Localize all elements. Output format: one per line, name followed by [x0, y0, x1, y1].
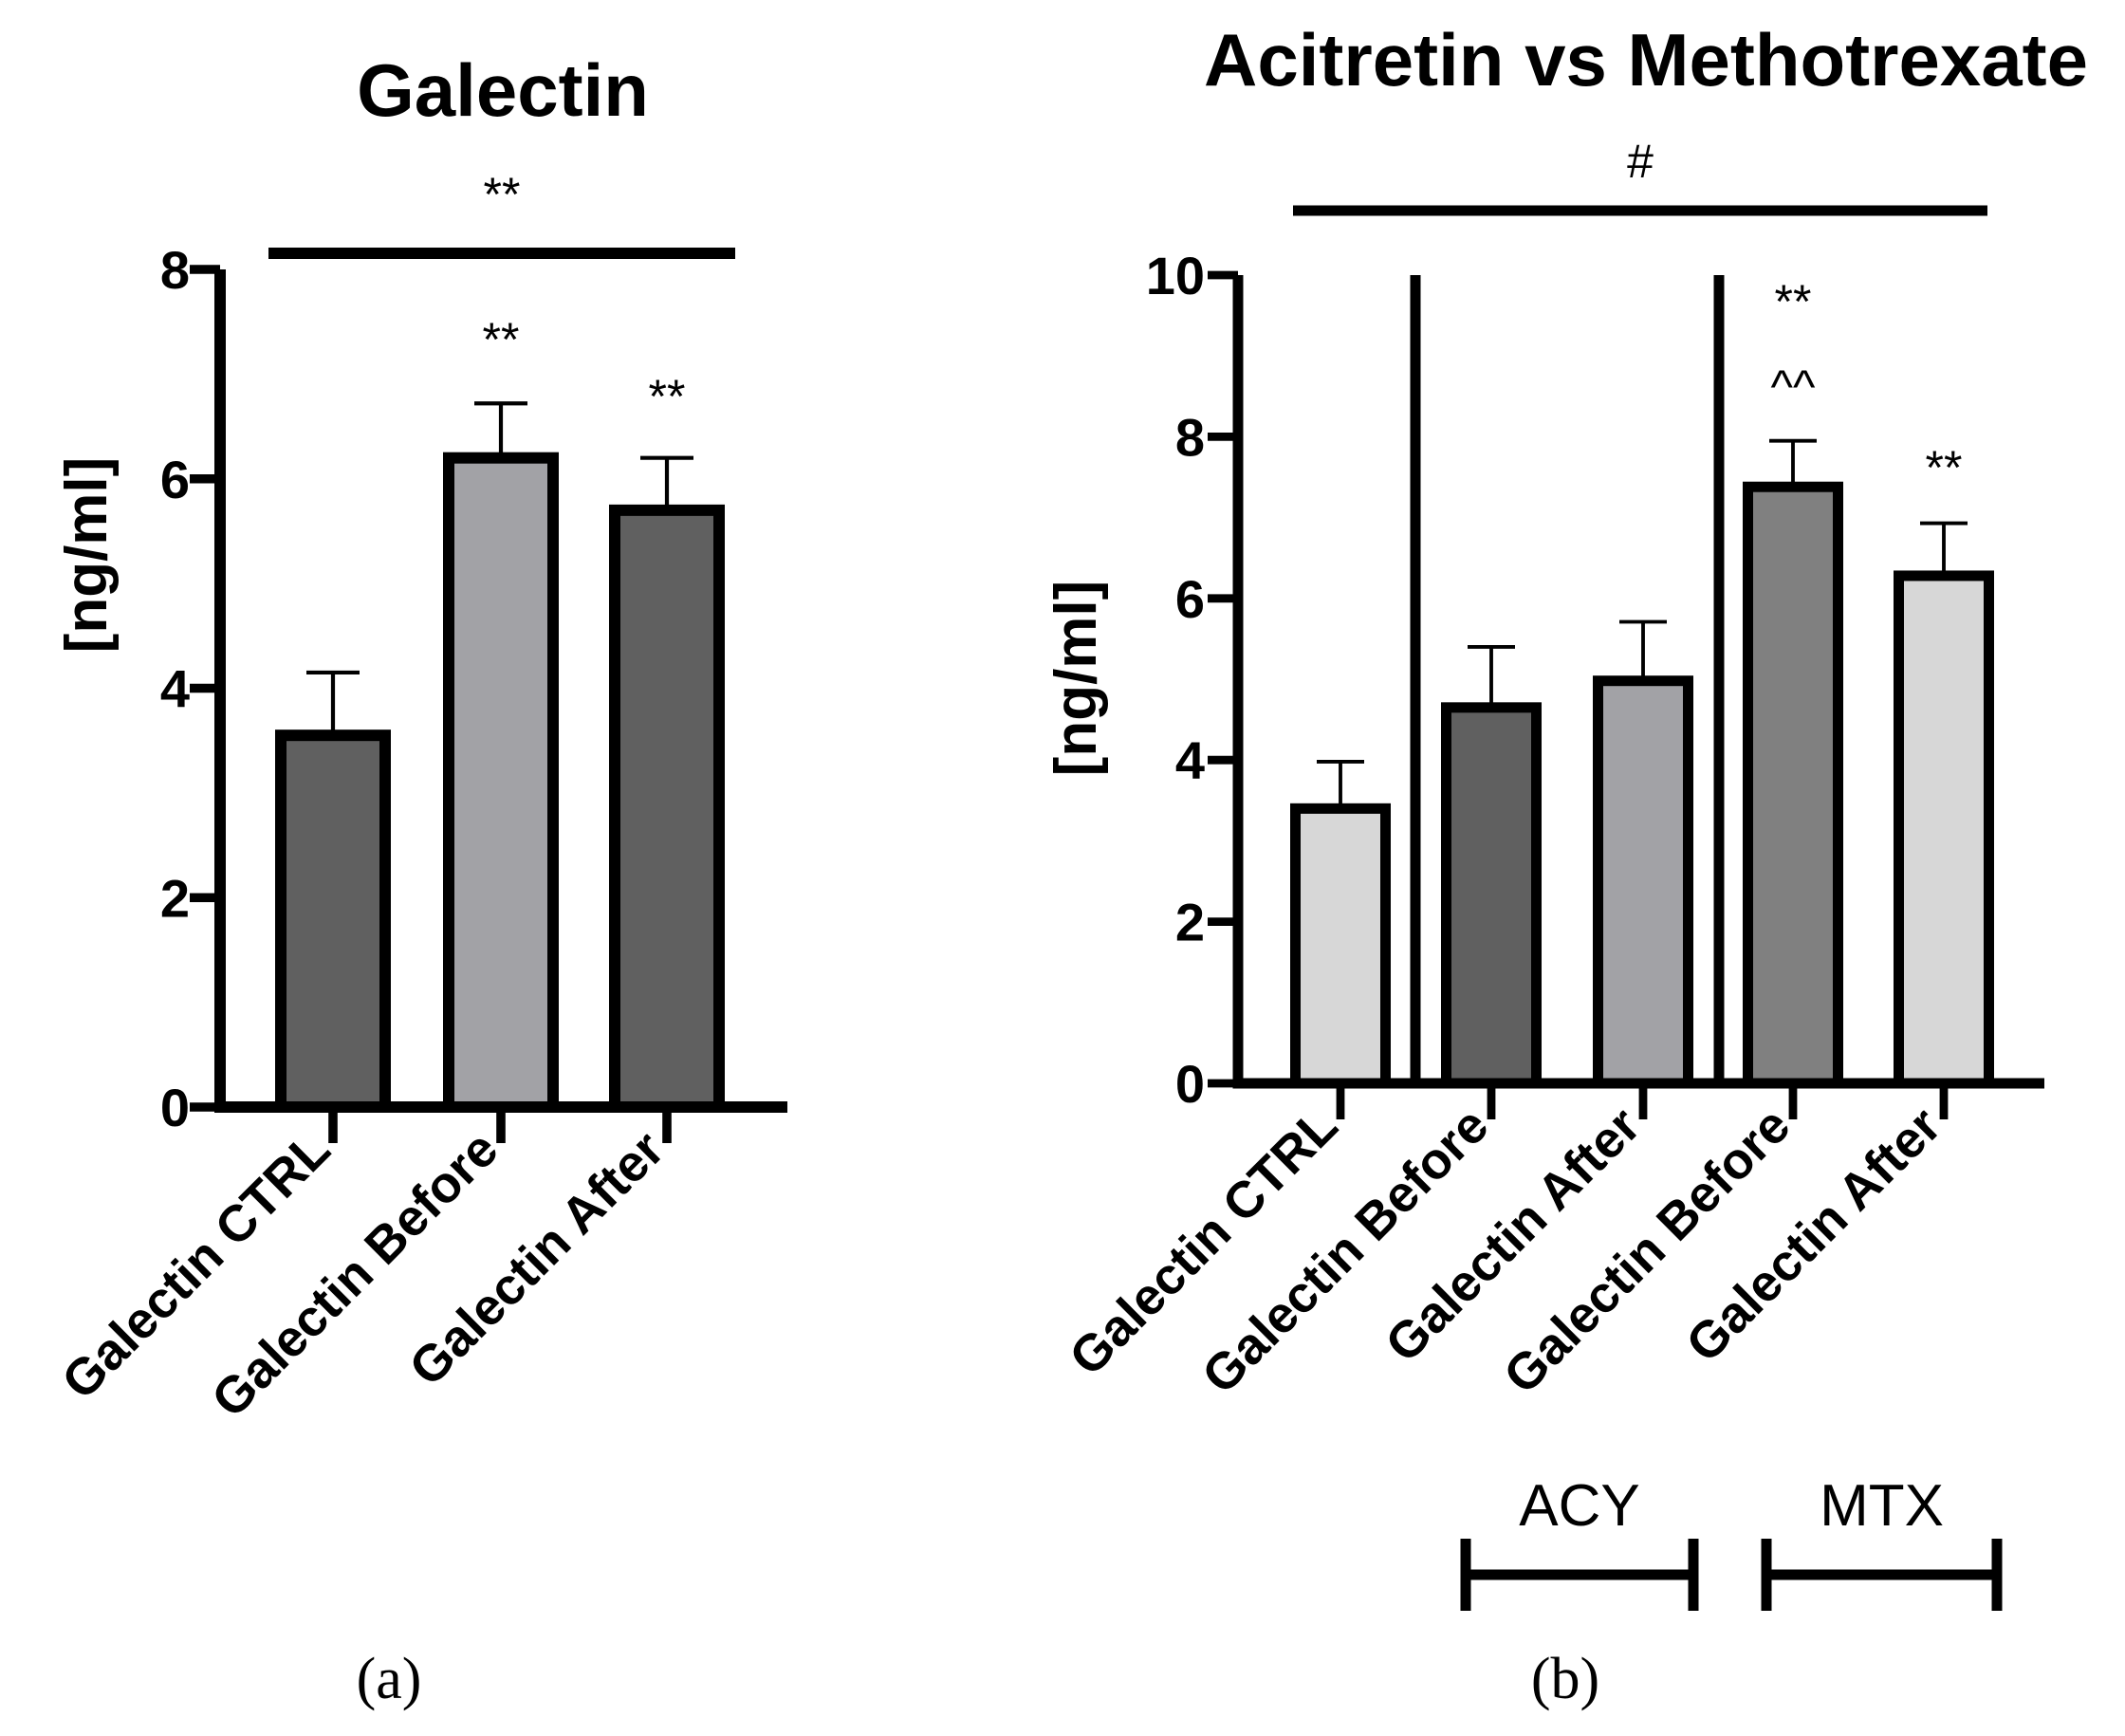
chart-b-x-tick-label: Galectin After — [1675, 1097, 1951, 1373]
chart-a-y-tick-label: 6 — [160, 450, 190, 509]
chart-b-ylabel: [ng/ml] — [1044, 581, 1109, 777]
chart-a-y-tick-label: 2 — [160, 868, 190, 928]
chart-a-bar — [275, 729, 391, 1113]
chart-a-title: Galectin — [357, 48, 649, 132]
chart-b-x-tick-label: Galectin Before — [1493, 1097, 1802, 1405]
chart-b-bracket-label: # — [1627, 135, 1654, 188]
chart-b-bar — [1743, 481, 1843, 1089]
chart-b-bar — [1290, 803, 1391, 1089]
chart-b-x-tick-label: Galectin After — [1375, 1097, 1651, 1373]
chart-b-bar — [1894, 570, 1994, 1089]
chart-b-bar-annotation: ** — [1775, 275, 1812, 328]
chart-a-panel-label: (a) — [357, 1647, 422, 1711]
chart-b-y-tick-label: 2 — [1175, 893, 1205, 952]
chart-a-ylabel: [ng/ml] — [54, 457, 120, 654]
chart-a-y-tick-label: 0 — [160, 1078, 190, 1137]
chart-b-y-tick-label: 8 — [1175, 407, 1205, 467]
chart-b-bar-annotation-2: ^^ — [1771, 360, 1816, 414]
chart-b-panel-label: (b) — [1531, 1647, 1599, 1711]
chart-b-y-tick-label: 10 — [1146, 246, 1205, 305]
chart-b-title: Acitretin vs Methotrexate — [1204, 18, 2088, 102]
chart-a-bracket-label: ** — [484, 168, 521, 221]
chart-b-y-tick-label: 4 — [1175, 730, 1205, 790]
chart-b-y-tick-label: 6 — [1175, 569, 1205, 629]
chart-a-y-tick-label: 8 — [160, 240, 190, 300]
chart-b-x-tick-label: Galectin CTRL — [1059, 1097, 1349, 1387]
chart-b-x-tick-label: Galectin Before — [1192, 1097, 1500, 1405]
chart-a-x-tick-label: Galectin Before — [201, 1120, 509, 1429]
chart-b-bar — [1593, 675, 1693, 1089]
chart-b: Acitretin vs Methotrexate [ng/ml] (b) **… — [1044, 18, 2088, 1711]
chart-a-bar — [609, 504, 725, 1113]
chart-a-y-tick-label: 4 — [160, 659, 190, 719]
chart-b-bar — [1441, 702, 1542, 1089]
chart-a-bar-annotation: ** — [649, 370, 686, 423]
chart-b-group-label: ACY — [1519, 1473, 1639, 1539]
chart-b-bar-annotation: ** — [1926, 441, 1963, 494]
chart-b-group-label: MTX — [1820, 1473, 1944, 1539]
chart-a-bar — [443, 452, 559, 1113]
chart-a-bar-annotation: ** — [483, 313, 520, 366]
chart-b-y-tick-label: 0 — [1175, 1054, 1205, 1114]
